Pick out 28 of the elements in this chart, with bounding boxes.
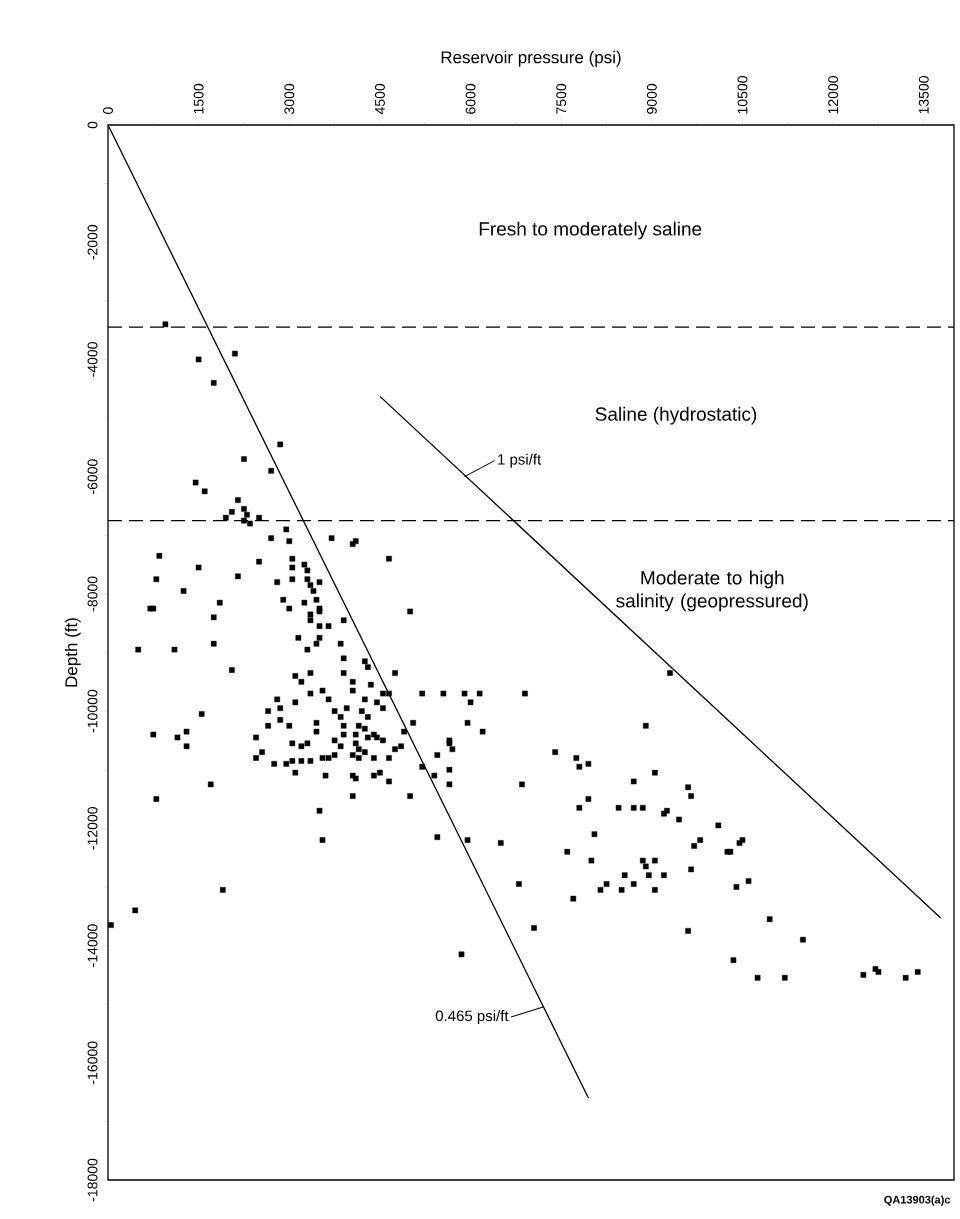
annotation: Moderate to high salinity (geopressured)	[616, 570, 808, 612]
annotation: Saline (hydrostatic)	[595, 406, 757, 425]
text: QA13903(a)c	[884, 1195, 951, 1206]
y-axis-title: Depth (ft)	[64, 618, 81, 687]
x-tick-label: 10500	[737, 76, 748, 114]
annotation: Fresh to moderately saline	[479, 221, 702, 240]
y-tick-label: -14000	[87, 924, 98, 967]
annotation: 1 psi/ft	[498, 453, 542, 468]
x-tick-label: 9000	[646, 83, 657, 114]
y-tick-label: -12000	[87, 807, 98, 850]
y-tick-label: 0	[87, 121, 98, 129]
x-tick-label: 4500	[374, 83, 385, 115]
annotation: 0.465 psi/ft	[435, 1010, 509, 1025]
y-tick-label: -2000	[87, 224, 98, 260]
x-tick-label: 12000	[828, 76, 839, 114]
x-tick-label: 1500	[193, 83, 204, 114]
y-tick-label: -6000	[87, 459, 98, 494]
x-tick-label: 3000	[284, 83, 295, 114]
x-axis-title: Reservoir pressure (psi)	[441, 50, 621, 67]
y-tick-label: -8000	[87, 576, 98, 612]
x-tick-label: 7500	[556, 83, 567, 114]
y-tick-label: -4000	[87, 342, 98, 377]
x-tick-label: 13500	[918, 76, 929, 114]
y-tick-label: -10000	[87, 689, 98, 733]
y-tick-label: -18000	[87, 1158, 98, 1202]
y-tick-label: -16000	[87, 1041, 98, 1084]
x-tick-label: 6000	[465, 83, 476, 114]
x-tick-label: 0	[103, 107, 113, 114]
